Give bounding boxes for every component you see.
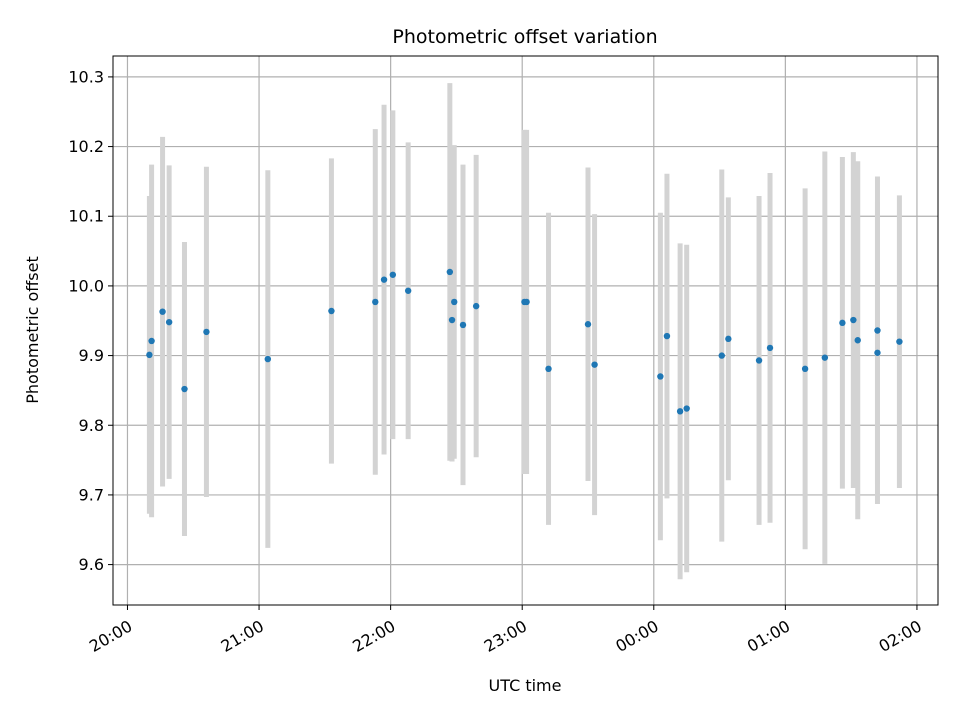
y-tick-label: 9.7 [79, 485, 104, 504]
chart-title: Photometric offset variation [392, 26, 657, 48]
data-point [181, 385, 188, 393]
data-point [389, 271, 397, 278]
data-point [683, 405, 690, 412]
data-point [584, 321, 592, 328]
data-point [676, 408, 684, 415]
data-point [165, 318, 173, 326]
y-axis-label: Photometric offset [23, 256, 42, 404]
y-tick-label: 10.1 [68, 207, 104, 226]
data-point [203, 328, 210, 336]
data-point [821, 354, 829, 361]
data-point [801, 365, 809, 373]
y-tick-label: 10.3 [68, 67, 104, 86]
data-point [663, 332, 671, 340]
data-point [328, 307, 335, 315]
data-point [766, 344, 774, 352]
data-point [755, 357, 763, 364]
data-point [448, 316, 456, 324]
data-point [850, 316, 857, 324]
data-point [148, 337, 155, 345]
data-point [874, 327, 881, 334]
data-point [545, 365, 552, 373]
y-axis-ticks: 9.6 9.7 9.8 9.9 10.0 10.1 10.2 10.3 [68, 67, 113, 574]
data-point [159, 308, 166, 315]
data-points [146, 268, 903, 415]
y-tick-label: 9.9 [79, 346, 104, 365]
data-point [380, 276, 388, 283]
data-point [451, 298, 458, 306]
x-axis-label: UTC time [489, 676, 562, 695]
data-point [725, 335, 732, 343]
data-point [472, 302, 480, 310]
data-point [591, 361, 598, 368]
data-point [874, 349, 881, 356]
y-tick-label: 9.6 [79, 555, 104, 574]
data-point [657, 373, 664, 380]
data-point [146, 351, 153, 359]
data-point [264, 355, 272, 363]
data-point [446, 268, 454, 276]
data-point [839, 319, 846, 327]
data-point [896, 338, 903, 345]
data-point [523, 298, 530, 306]
data-point [404, 287, 412, 294]
plot-frame [112, 55, 939, 606]
data-point [718, 352, 725, 359]
data-point [459, 321, 467, 329]
y-tick-label: 10.2 [68, 137, 104, 156]
y-tick-label: 9.8 [79, 416, 104, 435]
data-point [372, 298, 379, 306]
y-tick-label: 10.0 [68, 276, 104, 295]
data-point [854, 337, 861, 344]
